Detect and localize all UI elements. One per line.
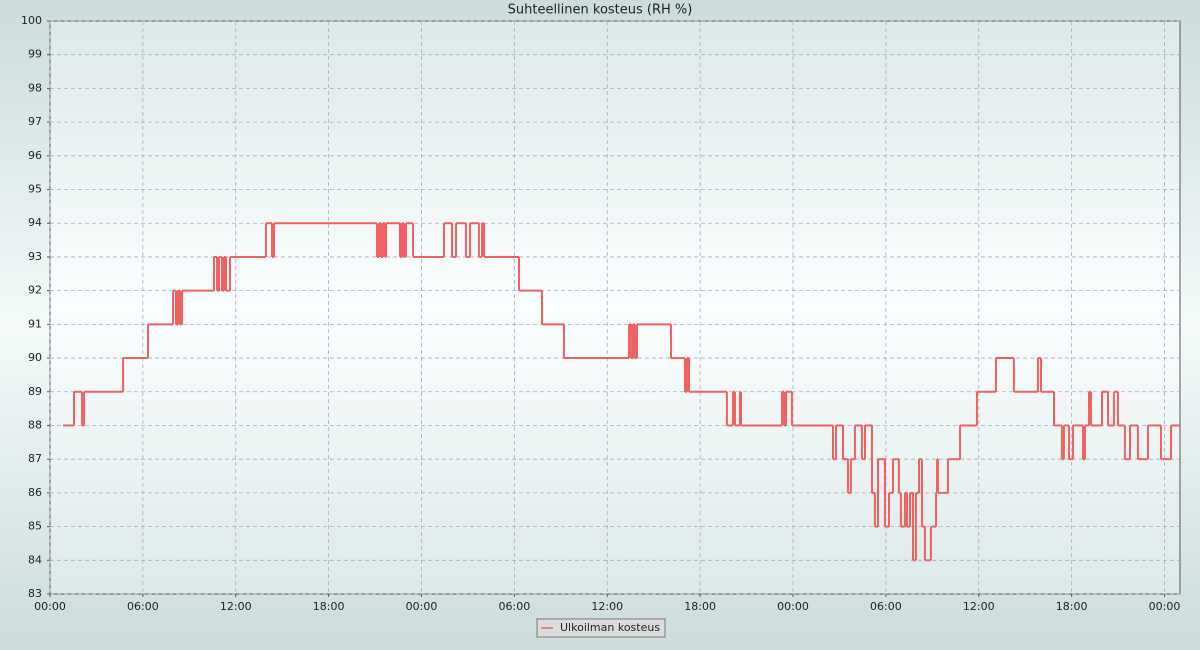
x-tick-label: 00:00 <box>406 600 438 613</box>
y-tick-label: 91 <box>28 317 42 330</box>
x-tick-label: 12:00 <box>591 600 623 613</box>
y-tick-label: 100 <box>21 14 42 27</box>
chart-title: Suhteellinen kosteus (RH %) <box>508 3 693 18</box>
x-tick-label: 18:00 <box>313 600 345 613</box>
y-tick-label: 83 <box>28 587 42 600</box>
y-tick-label: 96 <box>28 149 42 162</box>
x-tick-label: 00:00 <box>777 600 809 613</box>
y-tick-label: 95 <box>28 183 42 196</box>
legend: Ulkoilman kosteus <box>536 618 666 638</box>
x-tick-label: 12:00 <box>220 600 252 613</box>
y-tick-label: 89 <box>28 385 42 398</box>
y-tick-label: 87 <box>28 452 42 465</box>
x-tick-label: 06:00 <box>127 600 159 613</box>
y-tick-label: 85 <box>28 520 42 533</box>
x-tick-label: 00:00 <box>1149 600 1181 613</box>
x-tick-label: 18:00 <box>1056 600 1088 613</box>
y-tick-label: 94 <box>28 216 42 229</box>
y-tick-label: 90 <box>28 351 42 364</box>
x-tick-label: 06:00 <box>870 600 902 613</box>
y-tick-label: 98 <box>28 81 42 94</box>
plot-area <box>49 20 1181 595</box>
y-tick-label: 86 <box>28 486 42 499</box>
legend-label: Ulkoilman kosteus <box>560 621 660 634</box>
x-tick-label: 12:00 <box>963 600 995 613</box>
y-tick-label: 99 <box>28 48 42 61</box>
y-tick-label: 84 <box>28 553 42 566</box>
legend-box <box>536 618 666 638</box>
y-tick-label: 88 <box>28 418 42 431</box>
y-tick-label: 97 <box>28 115 42 128</box>
y-tick-label: 93 <box>28 250 42 263</box>
x-tick-label: 00:00 <box>34 600 66 613</box>
x-tick-label: 18:00 <box>684 600 716 613</box>
y-tick-label: 92 <box>28 284 42 297</box>
x-tick-label: 06:00 <box>499 600 531 613</box>
